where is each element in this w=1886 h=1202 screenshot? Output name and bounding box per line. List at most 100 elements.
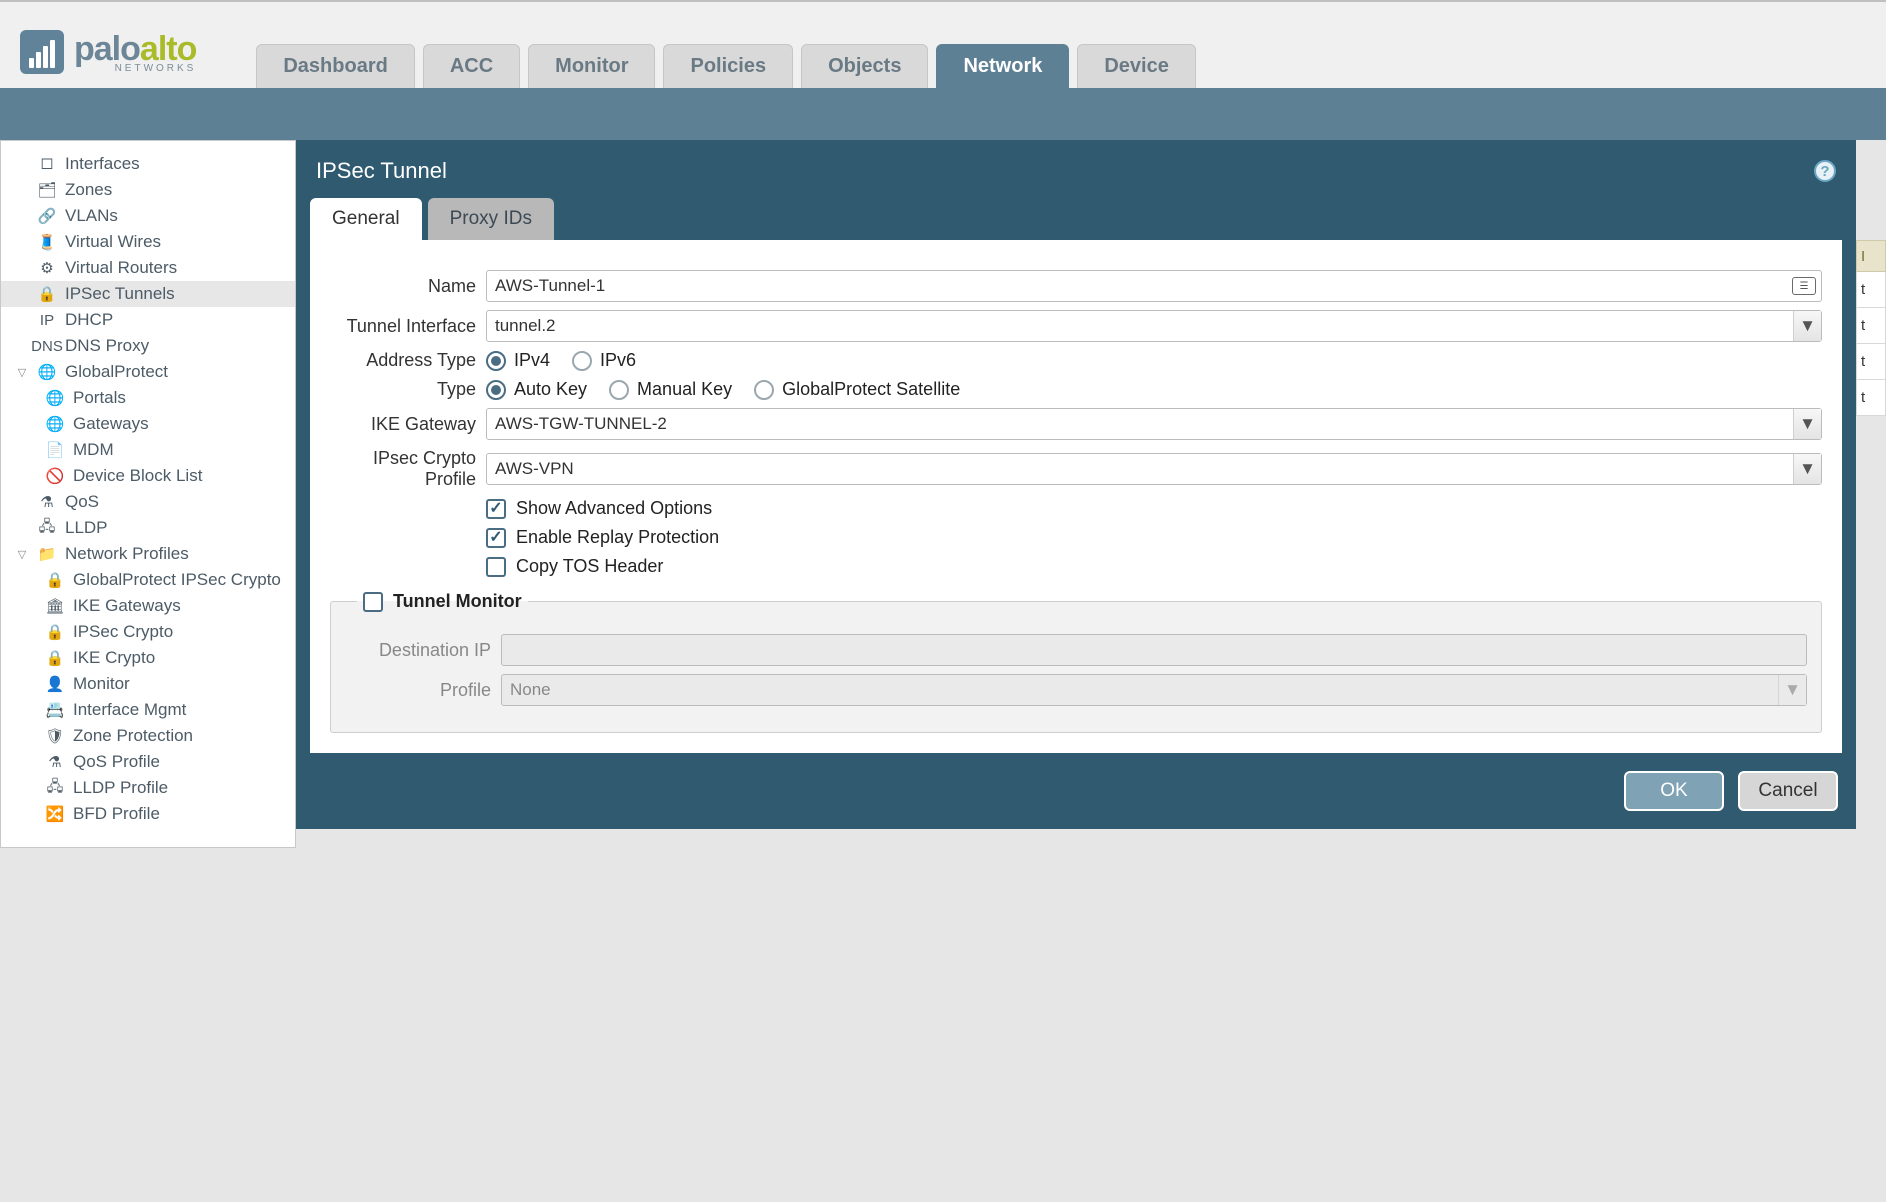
ike-gateway-combo[interactable]: AWS-TGW-TUNNEL-2 ▼: [486, 408, 1822, 440]
sidebar-icon: 🌐: [45, 416, 65, 432]
ipsec-crypto-combo[interactable]: AWS-VPN ▼: [486, 453, 1822, 485]
sidebar-item-virtual-routers[interactable]: ⚙Virtual Routers: [1, 255, 295, 281]
destination-ip-input: [501, 634, 1807, 666]
sidebar-item-label: Virtual Wires: [65, 232, 161, 252]
right-peek-row: t: [1856, 344, 1886, 380]
sidebar-item-label: BFD Profile: [73, 804, 160, 824]
sidebar-item-globalprotect[interactable]: ▽ 🌐 GlobalProtect: [1, 359, 295, 385]
replay-protection-checkbox[interactable]: Enable Replay Protection: [486, 527, 719, 548]
sidebar-item-label: Monitor: [73, 674, 130, 694]
sidebar-item-dhcp[interactable]: IPDHCP: [1, 307, 295, 333]
type-auto-key-radio[interactable]: Auto Key: [486, 379, 587, 400]
tunnel-monitor-fieldset: Tunnel Monitor Destination IP Profile No…: [330, 591, 1822, 733]
top-tabs: Dashboard ACC Monitor Policies Objects N…: [256, 44, 1196, 88]
sidebar-item-interfaces[interactable]: 🞏 Interfaces: [1, 151, 295, 177]
sidebar-item-zone-protection[interactable]: 🛡 Zone Protection: [1, 723, 295, 749]
sidebar-item-label: Zone Protection: [73, 726, 193, 746]
expand-icon: ▽: [15, 548, 29, 561]
chevron-down-icon: ▼: [1793, 409, 1821, 439]
dialog-tabs: General Proxy IDs: [296, 198, 1856, 240]
sidebar-item-lldp-profile[interactable]: 🖧LLDP Profile: [1, 775, 295, 801]
type-label: Type: [330, 379, 486, 400]
sidebar-item-qos-profile[interactable]: ⚗QoS Profile: [1, 749, 295, 775]
sidebar-item-label: Network Profiles: [65, 544, 189, 564]
ike-gateway-label: IKE Gateway: [330, 414, 486, 435]
sidebar-icon: 🔒: [45, 650, 65, 666]
sidebar-item-zones[interactable]: 🗂Zones: [1, 177, 295, 203]
sidebar-item-label: IPSec Tunnels: [65, 284, 175, 304]
address-type-ipv4-radio[interactable]: IPv4: [486, 350, 550, 371]
sidebar-icon: DNS: [37, 338, 57, 354]
sidebar-icon: 🏛: [45, 598, 65, 614]
tab-policies[interactable]: Policies: [663, 44, 793, 88]
tab-acc[interactable]: ACC: [423, 44, 520, 88]
tunnel-monitor-checkbox[interactable]: Tunnel Monitor: [363, 591, 522, 612]
tab-objects[interactable]: Objects: [801, 44, 928, 88]
sidebar-item-bfd-profile[interactable]: 🔀BFD Profile: [1, 801, 295, 827]
workspace: 🞏 Interfaces 🗂Zones🔗VLANs 🧵 Virtual Wires ⚙Vi…: [0, 140, 1886, 848]
sidebar-item-label: Device Block List: [73, 466, 202, 486]
address-type-ipv6-radio[interactable]: IPv6: [572, 350, 636, 371]
sidebar-icon: 🧵: [37, 234, 57, 250]
sidebar-item-mdm[interactable]: 📄MDM: [1, 437, 295, 463]
tab-device[interactable]: Device: [1077, 44, 1196, 88]
sidebar-item-interface-mgmt[interactable]: 📇Interface Mgmt: [1, 697, 295, 723]
sidebar-item-lldp[interactable]: 🖧LLDP: [1, 515, 295, 541]
dialog-panel: Name ☰ Tunnel Interface tunnel.2 ▼: [310, 240, 1842, 753]
sidebar-item-dns-proxy[interactable]: DNS DNS Proxy: [1, 333, 295, 359]
type-globalprotect-satellite-radio[interactable]: GlobalProtect Satellite: [754, 379, 960, 400]
cancel-button[interactable]: Cancel: [1738, 771, 1838, 811]
sidebar-item-vlans[interactable]: 🔗VLANs: [1, 203, 295, 229]
show-advanced-checkbox[interactable]: Show Advanced Options: [486, 498, 712, 519]
sidebar-icon: 🚫: [45, 468, 65, 484]
sidebar-item-label: VLANs: [65, 206, 118, 226]
sidebar-item-network-profiles[interactable]: ▽📁Network Profiles: [1, 541, 295, 567]
sidebar-icon: 🛡: [45, 728, 65, 744]
sidebar-item-label: IKE Crypto: [73, 648, 155, 668]
sidebar-item-ipsec-tunnels[interactable]: 🔒 IPSec Tunnels: [1, 281, 295, 307]
dialog-tab-proxy-ids[interactable]: Proxy IDs: [428, 198, 554, 240]
sidebar-icon: 🔒: [37, 286, 57, 302]
sidebar-item-label: GlobalProtect: [65, 362, 168, 382]
sidebar-item-virtual-wires[interactable]: 🧵 Virtual Wires: [1, 229, 295, 255]
sidebar-icon: 🞏: [37, 156, 57, 172]
sidebar-item-ike-crypto[interactable]: 🔒 IKE Crypto: [1, 645, 295, 671]
sidebar-item-label: LLDP: [65, 518, 108, 538]
sidebar-item-device-block-list[interactable]: 🚫 Device Block List: [1, 463, 295, 489]
sidebar-item-monitor[interactable]: 👤 Monitor: [1, 671, 295, 697]
chevron-down-icon: ▼: [1793, 311, 1821, 341]
sidebar-item-label: DNS Proxy: [65, 336, 149, 356]
sidebar-item-gateways[interactable]: 🌐Gateways: [1, 411, 295, 437]
brand-mark-icon: [20, 30, 64, 74]
tab-network[interactable]: Network: [936, 44, 1069, 88]
app-header: paloalto NETWORKS Dashboard ACC Monitor …: [0, 0, 1886, 88]
dialog-title: IPSec Tunnel: [316, 158, 447, 184]
sidebar-icon: 🔒: [45, 572, 65, 588]
ipsec-crypto-label: IPsec Crypto Profile: [330, 448, 486, 490]
sidebar-icon: 👤: [45, 676, 65, 692]
copy-tos-checkbox[interactable]: Copy TOS Header: [486, 556, 663, 577]
sidebar-icon: 🌐: [45, 390, 65, 406]
tab-monitor[interactable]: Monitor: [528, 44, 655, 88]
sidebar-item-ipsec-crypto[interactable]: 🔒IPSec Crypto: [1, 619, 295, 645]
ok-button[interactable]: OK: [1624, 771, 1724, 811]
sidebar: 🞏 Interfaces 🗂Zones🔗VLANs 🧵 Virtual Wires ⚙Vi…: [0, 140, 296, 848]
expand-icon: ▽: [15, 366, 29, 379]
sidebar-icon: 🌐: [37, 364, 57, 380]
sidebar-item-globalprotect-ipsec-crypto[interactable]: 🔒GlobalProtect IPSec Crypto: [1, 567, 295, 593]
sidebar-item-qos[interactable]: ⚗QoS: [1, 489, 295, 515]
sidebar-item-label: DHCP: [65, 310, 113, 330]
ipsec-tunnel-dialog: IPSec Tunnel ? General Proxy IDs Name ☰ …: [296, 140, 1856, 829]
name-input[interactable]: [486, 270, 1822, 302]
right-peek-row: t: [1856, 380, 1886, 416]
help-icon[interactable]: ?: [1814, 160, 1836, 182]
sidebar-item-label: Interfaces: [65, 154, 140, 174]
sidebar-icon: ⚗: [45, 754, 65, 770]
tunnel-interface-combo[interactable]: tunnel.2 ▼: [486, 310, 1822, 342]
tab-dashboard[interactable]: Dashboard: [256, 44, 414, 88]
sidebar-item-ike-gateways[interactable]: 🏛IKE Gateways: [1, 593, 295, 619]
name-label: Name: [330, 276, 486, 297]
type-manual-key-radio[interactable]: Manual Key: [609, 379, 732, 400]
sidebar-item-portals[interactable]: 🌐Portals: [1, 385, 295, 411]
dialog-tab-general[interactable]: General: [310, 198, 422, 240]
